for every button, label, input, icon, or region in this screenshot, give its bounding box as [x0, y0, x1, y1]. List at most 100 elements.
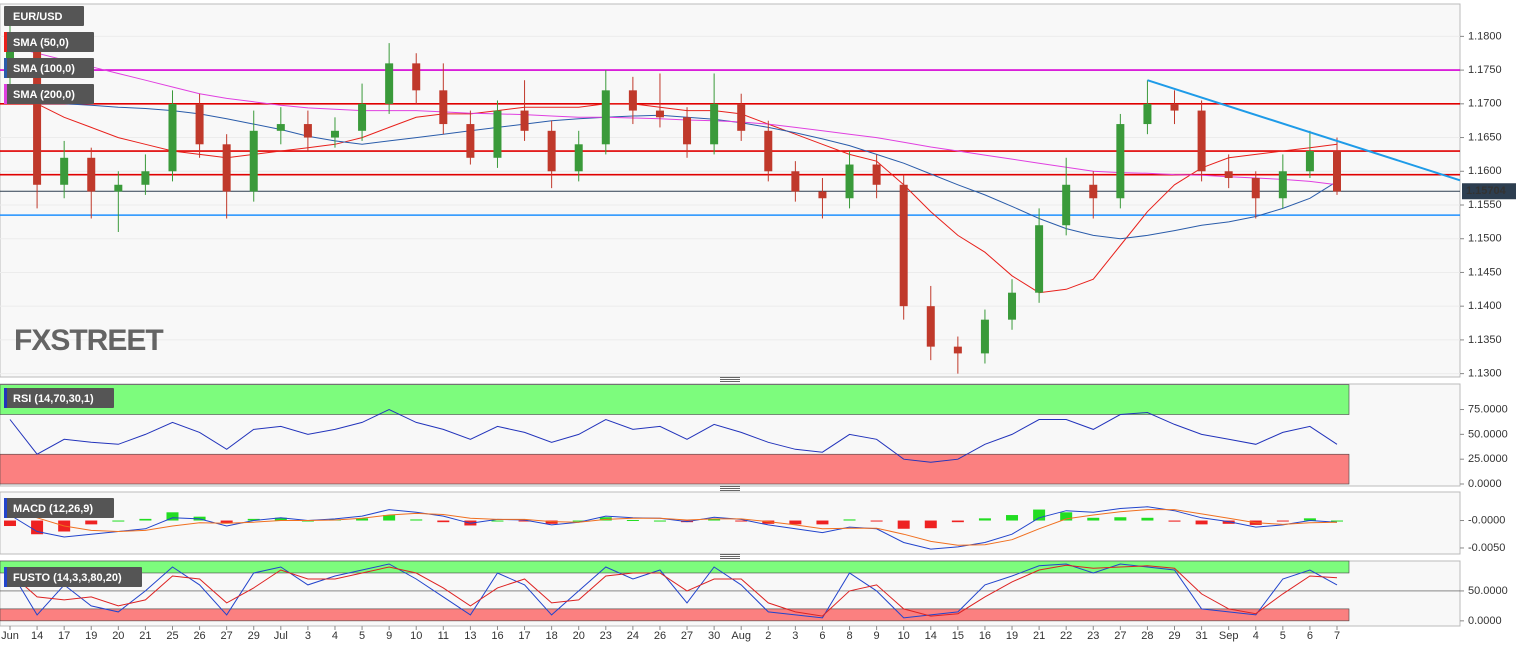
- histogram-bar: [599, 517, 612, 521]
- y-tick-label: -0.0050: [1468, 542, 1505, 554]
- x-tick-label: 23: [600, 630, 612, 642]
- x-tick-label: 10: [410, 630, 422, 642]
- candle-body: [330, 130, 339, 138]
- level-band: [0, 453, 1350, 485]
- candle-body: [1116, 124, 1125, 199]
- indicator-line: [9, 89, 1338, 294]
- y-tick-label: 1.1400: [1468, 300, 1502, 312]
- x-tick-label: 26: [193, 630, 205, 642]
- candle-body: [818, 191, 827, 199]
- candle-body: [1305, 151, 1314, 172]
- y-tick-label: 1.1800: [1468, 30, 1502, 42]
- histogram-bar: [1195, 520, 1208, 525]
- y-tick-label: 1.1600: [1468, 165, 1502, 177]
- histogram-bar: [1168, 520, 1181, 522]
- histogram-bar: [924, 520, 937, 529]
- y-tick-label: 1.1450: [1468, 266, 1502, 278]
- indicator-line: [9, 46, 1338, 186]
- indicator-line: [9, 564, 1338, 617]
- candle-body: [439, 90, 448, 125]
- tag-label: EUR/USD: [13, 11, 63, 23]
- candle-body: [926, 306, 935, 347]
- tag-box: [4, 58, 94, 78]
- x-tick-label: 24: [627, 630, 639, 642]
- x-tick-label: 16: [979, 630, 991, 642]
- x-tick-label: 9: [874, 630, 880, 642]
- tag-box: [4, 498, 114, 518]
- histogram-bar: [220, 520, 233, 524]
- candle-body: [141, 171, 150, 185]
- histogram-bar: [518, 520, 531, 522]
- histogram-bar: [410, 519, 423, 521]
- candle-body: [385, 63, 394, 104]
- histogram-bar: [653, 520, 666, 522]
- candle-body: [249, 130, 258, 192]
- x-tick-label: 29: [1168, 630, 1180, 642]
- candle-body: [303, 124, 312, 138]
- tag-accent: [4, 498, 7, 518]
- candle-body: [655, 110, 664, 118]
- histogram-bar: [491, 520, 504, 522]
- histogram-bar: [1060, 512, 1073, 521]
- histogram-bar: [708, 518, 721, 521]
- candle-body: [1008, 292, 1017, 320]
- candle-body: [33, 49, 42, 185]
- candle-body: [466, 124, 475, 158]
- histogram-bar: [789, 520, 802, 525]
- indicator-tag: SMA (200,0): [4, 84, 94, 104]
- histogram-bar: [356, 518, 369, 521]
- x-tick-label: 20: [112, 630, 124, 642]
- x-tick-label: 29: [248, 630, 260, 642]
- panel-grips: [720, 377, 740, 559]
- level-band: [0, 384, 1350, 415]
- candle-body: [953, 346, 962, 354]
- histogram-bar: [166, 512, 179, 521]
- last-price-label: 1.15704: [1466, 185, 1507, 197]
- histogram-bar: [978, 518, 991, 521]
- y-tick-label: 1.1500: [1468, 233, 1502, 245]
- last-price-box: [1462, 183, 1516, 200]
- x-tick-label: 11: [438, 630, 449, 642]
- tag-box: [4, 32, 94, 52]
- x-tick-label: 6: [1307, 630, 1313, 642]
- x-tick-label: 19: [1006, 630, 1018, 642]
- candle-body: [791, 171, 800, 192]
- x-tick-label: 2: [765, 630, 771, 642]
- candle-body: [899, 184, 908, 307]
- x-tick-label: 3: [792, 630, 798, 642]
- candle-body: [1035, 225, 1044, 293]
- histogram-bar: [843, 519, 856, 521]
- x-tick-label: 13: [464, 630, 476, 642]
- x-tick-label: Aug: [731, 630, 751, 642]
- y-tick-label: 1.1650: [1468, 131, 1502, 143]
- x-tick-label: 17: [58, 630, 70, 642]
- candle-body: [1143, 103, 1152, 125]
- trendline: [1147, 79, 1461, 182]
- candle-body: [872, 164, 881, 185]
- candle-body: [547, 130, 556, 172]
- x-tick-label: 18: [546, 630, 558, 642]
- histogram-bar: [735, 520, 748, 522]
- histogram-bar: [383, 515, 396, 521]
- candle-body: [87, 157, 96, 192]
- candle-body: [412, 63, 421, 91]
- indicator-line: [9, 506, 1338, 550]
- candle-body: [1251, 178, 1260, 199]
- y-tick-label: 1.1300: [1468, 368, 1502, 380]
- x-tick-label: 8: [846, 630, 852, 642]
- y-tick-label: 0.0000: [1468, 615, 1502, 627]
- indicator-tag: RSI (14,70,30,1): [4, 388, 114, 408]
- x-tick-label: 23: [1087, 630, 1099, 642]
- x-tick-label: 21: [1033, 630, 1045, 642]
- tag-box: [4, 388, 114, 408]
- x-tick-label: 27: [1114, 630, 1126, 642]
- x-tick-label: 28: [1141, 630, 1153, 642]
- histogram-bar: [1331, 520, 1343, 522]
- indicator-line: [9, 408, 1338, 463]
- indicator-tag: SMA (50,0): [4, 32, 94, 52]
- x-tick-label: 6: [819, 630, 825, 642]
- y-tick-label: 1.1550: [1468, 199, 1502, 211]
- histogram-bar: [112, 520, 125, 522]
- x-tick-label: 14: [31, 630, 43, 642]
